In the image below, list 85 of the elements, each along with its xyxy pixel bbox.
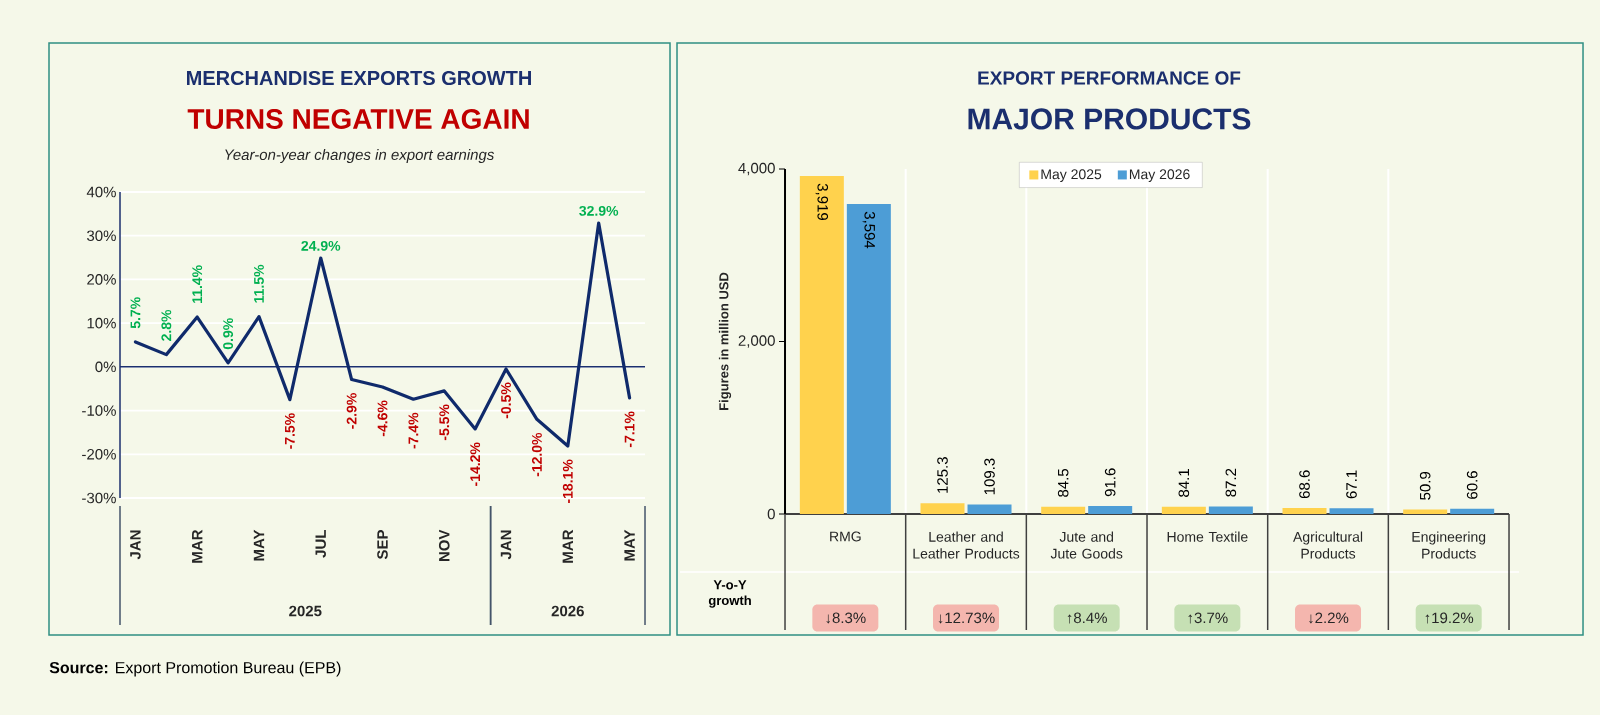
bar: [1088, 506, 1133, 514]
data-label: 32.9%: [579, 205, 619, 216]
bar: [799, 175, 844, 514]
data-label: -4.6%: [377, 400, 388, 437]
text: ↑8.4%: [1067, 612, 1107, 624]
bar: [967, 504, 1012, 514]
bar: [1041, 506, 1086, 514]
bar: [1450, 508, 1495, 514]
data-label: 24.9%: [301, 240, 341, 251]
text: ↑19.2%: [1425, 612, 1474, 624]
bar: [920, 503, 965, 514]
x-tick-label: MAY: [253, 529, 265, 561]
x-tick-label: Jute and Jute Goods: [1050, 531, 1123, 559]
data-label: -2.9%: [346, 393, 357, 429]
data-label: 5.7%: [130, 297, 141, 329]
chart-title: EXPORT PERFORMANCE OF: [978, 71, 1241, 85]
y-tick-label: -30%: [82, 492, 116, 504]
y-tick-label: 20%: [87, 274, 116, 285]
y-axis-title: Figures in million USD: [718, 272, 732, 410]
y-tick-label: 0%: [95, 361, 116, 373]
text: ↓12.73%: [938, 612, 995, 624]
data-label: 87.2: [1225, 468, 1237, 497]
x-tick-label: Agricultural Products: [1293, 531, 1363, 559]
x-tick-label: Leather and Leather Products: [913, 531, 1020, 559]
x-tick-label: SEP: [377, 530, 388, 560]
bar: [1329, 508, 1374, 514]
text: Year-on-year changes in export earnings: [225, 149, 494, 163]
x-tick-label: MAR: [192, 529, 203, 563]
data-label: 60.6: [1466, 471, 1478, 499]
text: 2026: [551, 605, 584, 617]
x-tick-label: MAY: [624, 529, 635, 561]
text: ↓2.2%: [1309, 612, 1349, 624]
y-tick-label: 4,000: [738, 162, 775, 176]
x-tick-label: JAN: [130, 530, 141, 560]
text: ↑3.7%: [1188, 612, 1228, 624]
data-label: -0.5%: [501, 382, 511, 419]
text: Source: Export Promotion Bureau (EPB): [49, 661, 341, 677]
x-tick-label: Home Textile: [1167, 531, 1248, 542]
data-label: 91.6: [1104, 468, 1116, 497]
chart-subtitle: TURNS NEGATIVE AGAIN: [187, 109, 529, 129]
data-label: 68.6: [1299, 470, 1310, 499]
data-label: 0.9%: [223, 318, 234, 350]
data-label: -7.1%: [624, 411, 635, 448]
x-tick-label: NOV: [438, 529, 450, 562]
legend-label: May 2026: [1129, 169, 1190, 182]
data-label: -7.4%: [408, 412, 419, 449]
data-label: 3,594: [862, 211, 876, 249]
data-label: 11.5%: [254, 264, 264, 303]
data-label: 3,919: [815, 183, 829, 220]
text: ↓8.3%: [826, 612, 866, 624]
data-label: -5.5%: [439, 404, 450, 441]
data-label: 84.5: [1057, 468, 1069, 497]
text: Y-o-Y growth: [708, 580, 751, 608]
data-label: -12.0%: [531, 432, 542, 477]
y-tick-label: -20%: [82, 448, 116, 460]
y-tick-label: 0: [767, 508, 775, 520]
y-tick-label: 40%: [86, 186, 116, 198]
chart-title: MERCHANDISE EXPORTS GROWTH: [187, 70, 531, 86]
data-label: -7.5%: [284, 413, 295, 449]
x-tick-label: MAR: [562, 529, 573, 563]
data-label: -14.2%: [470, 442, 481, 486]
y-tick-label: 2,000: [738, 335, 775, 348]
y-tick-label: 30%: [87, 230, 116, 242]
data-label: 11.4%: [192, 265, 203, 303]
chart-subtitle: MAJOR PRODUCTS: [968, 108, 1251, 130]
data-label: -18.1%: [562, 459, 573, 503]
data-label: 67.1: [1346, 470, 1357, 499]
data-label: 50.9: [1419, 471, 1431, 500]
bar: [1403, 509, 1448, 514]
data-label: 109.3: [984, 458, 995, 495]
bar: [1282, 508, 1327, 514]
x-tick-label: JUL: [315, 529, 326, 558]
x-tick-label: Engineering Products: [1412, 531, 1486, 559]
y-tick-label: 10%: [87, 317, 116, 329]
bar: [846, 204, 891, 514]
data-label: 84.1: [1178, 469, 1190, 497]
data-label: 2.8%: [161, 309, 172, 341]
text: 2025: [289, 605, 322, 617]
data-label: 125.3: [937, 457, 948, 493]
y-tick-label: -10%: [82, 405, 116, 416]
legend-label: May 2025: [1041, 169, 1102, 182]
x-tick-label: RMG: [830, 531, 861, 542]
bar: [1161, 506, 1206, 514]
x-tick-label: JAN: [500, 530, 512, 560]
bar: [1208, 506, 1253, 514]
